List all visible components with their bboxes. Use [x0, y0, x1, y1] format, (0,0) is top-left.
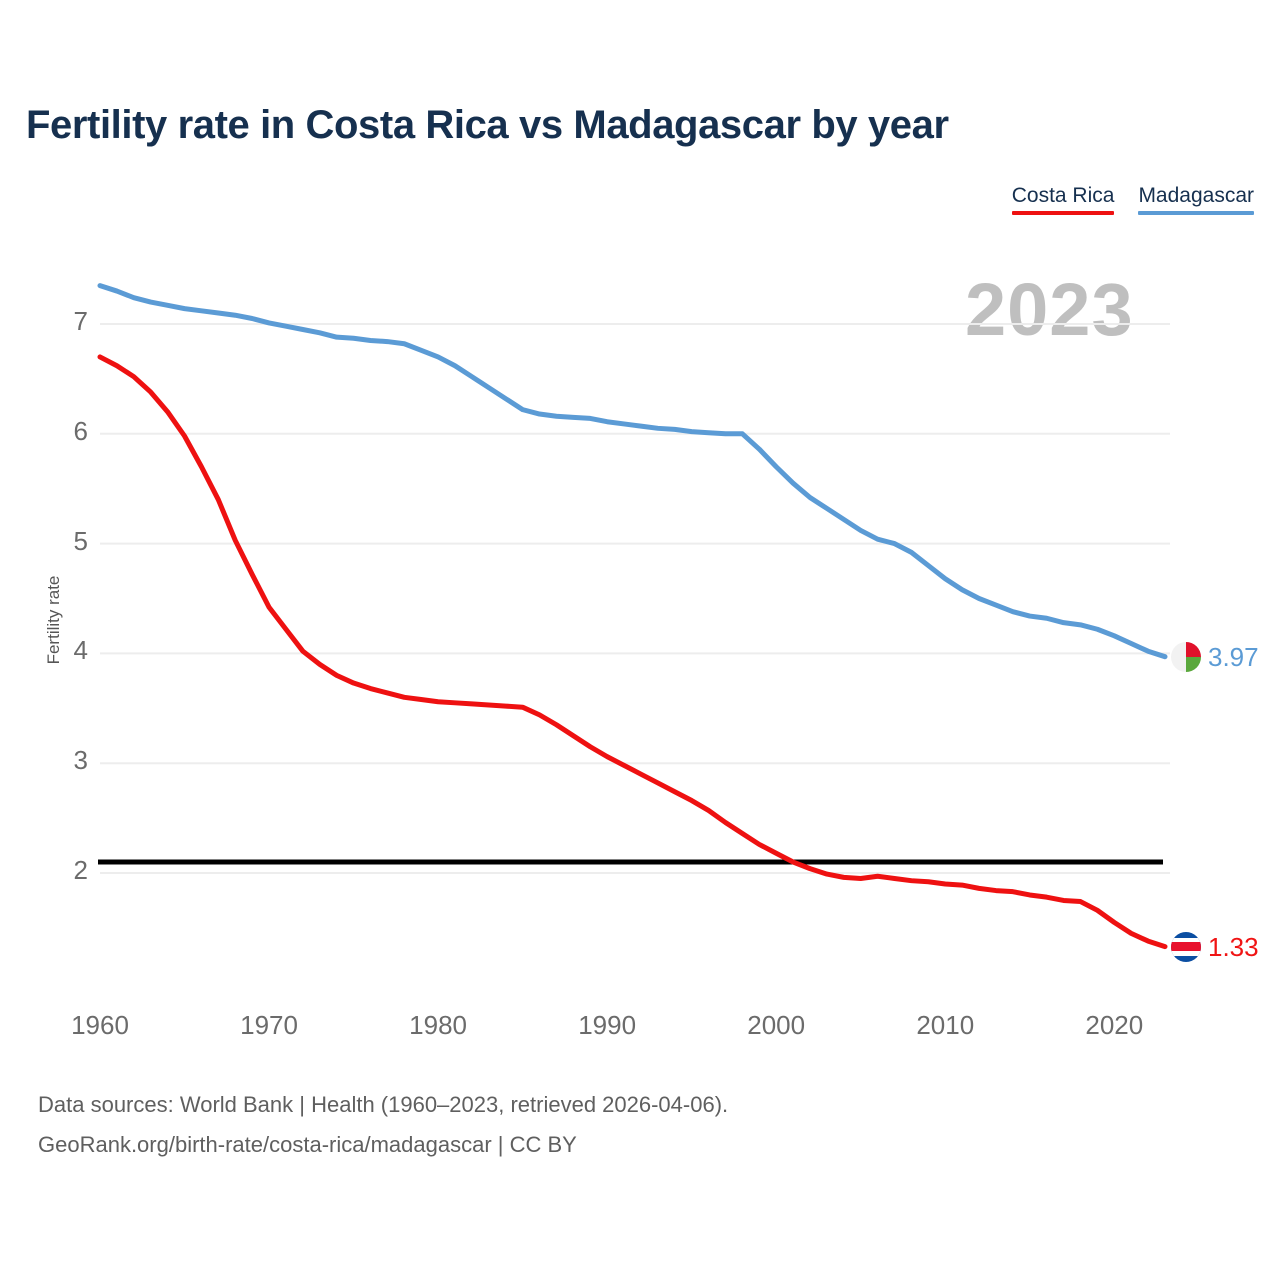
y-axis-title: Fertility rate: [44, 575, 63, 665]
end-marker-madagascar[interactable]: 3.97: [1171, 641, 1259, 672]
legend-swatch-madagascar: [1138, 211, 1254, 215]
legend-item-madagascar[interactable]: Madagascar: [1138, 183, 1254, 215]
legend-label-costa-rica: Costa Rica: [1011, 184, 1115, 207]
x-tick-label-1990: 1990: [578, 1010, 637, 1040]
gridlines: [100, 323, 1170, 874]
madagascar-flag-icon: [1171, 641, 1201, 672]
legend: Costa Rica Madagascar: [1011, 183, 1254, 215]
y-tick-label-2: 2: [73, 855, 88, 885]
year-watermark: 2023: [965, 268, 1134, 351]
x-tick-label-2020: 2020: [1085, 1010, 1144, 1040]
x-tick-label-1980: 1980: [409, 1010, 468, 1040]
end-value-madagascar: 3.97: [1208, 641, 1259, 672]
legend-item-costa-rica[interactable]: Costa Rica: [1011, 183, 1115, 215]
end-marker-costa-rica[interactable]: 1.33: [1171, 931, 1259, 962]
y-tick-label-3: 3: [73, 745, 88, 776]
legend-label-madagascar: Madagascar: [1138, 184, 1254, 207]
series-line-costa-rica: [97, 354, 1168, 950]
y-tick-label-4: 4: [73, 635, 88, 666]
y-tick-label-6: 6: [73, 415, 88, 446]
legend-swatch-costa-rica: [1011, 211, 1115, 215]
series-line-madagascar: [97, 283, 1168, 660]
x-tick-label-1960: 1960: [71, 1010, 129, 1040]
end-value-costa-rica: 1.33: [1208, 931, 1259, 962]
x-tick-label-2000: 2000: [747, 1010, 806, 1040]
footer: Data sources: World Bank | Health (1960–…: [38, 1085, 728, 1165]
footer-data-sources: Data sources: World Bank | Health (1960–…: [38, 1092, 729, 1117]
y-tick-label-5: 5: [73, 525, 88, 556]
y-tick-label-7: 7: [73, 306, 88, 336]
page-title: Fertility rate in Costa Rica vs Madagasc…: [26, 103, 949, 147]
x-tick-label-1970: 1970: [240, 1010, 298, 1040]
costa-rica-flag-icon: [1171, 931, 1201, 962]
x-tick-label-2010: 2010: [916, 1010, 975, 1040]
footer-attribution: GeoRank.org/birth-rate/costa-rica/madaga…: [38, 1132, 577, 1157]
